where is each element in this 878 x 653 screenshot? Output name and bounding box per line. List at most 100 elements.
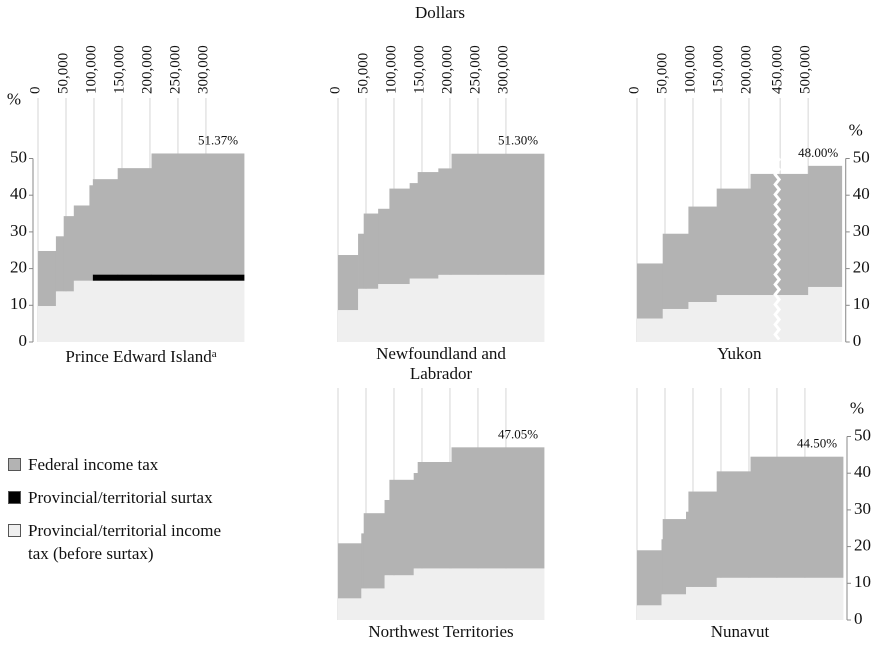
step-segment bbox=[661, 539, 664, 595]
x-tick-label: 0 bbox=[27, 87, 43, 95]
y-tick-label: 50 bbox=[853, 147, 870, 166]
step-segment bbox=[413, 473, 419, 569]
legend-swatch bbox=[8, 458, 21, 471]
step-segment bbox=[417, 278, 439, 342]
step-segment bbox=[808, 165, 843, 287]
step-segment bbox=[389, 575, 415, 620]
panel-title: Nunavut bbox=[630, 622, 850, 642]
step-segment bbox=[151, 280, 245, 342]
x-tick-label: 150,000 bbox=[411, 45, 427, 94]
panel-title-text: Prince Edward Island bbox=[65, 347, 212, 366]
x-tick-label: 150,000 bbox=[111, 45, 127, 94]
step-segment bbox=[63, 291, 75, 342]
y-tick-label: 40 bbox=[853, 184, 870, 203]
step-segment bbox=[637, 605, 662, 620]
step-segment bbox=[363, 288, 379, 342]
x-tick-label: 200,000 bbox=[738, 45, 754, 94]
step-segment bbox=[716, 295, 751, 342]
step-segment bbox=[417, 462, 452, 569]
step-segment bbox=[389, 284, 411, 342]
step-segment bbox=[117, 280, 152, 342]
step-segment bbox=[662, 594, 687, 620]
step-segment bbox=[662, 233, 689, 309]
x-tick-label: 250,000 bbox=[167, 45, 183, 94]
legend-label: Provincial/territorial surtax bbox=[28, 488, 213, 507]
y-tick-label: 40 bbox=[854, 462, 871, 481]
legend-swatch bbox=[8, 491, 21, 504]
x-tick-label: 250,000 bbox=[467, 45, 483, 94]
x-tick-label: 500,000 bbox=[798, 45, 814, 94]
step-segment bbox=[55, 236, 65, 292]
y-tick-label: 0 bbox=[853, 331, 862, 350]
step-segment bbox=[92, 179, 119, 275]
x-tick-label: 450,000 bbox=[770, 45, 786, 94]
step-segment bbox=[688, 491, 718, 587]
y-tick-label: 30 bbox=[10, 221, 27, 240]
panel-title: Newfoundland and Labrador bbox=[331, 344, 551, 384]
step-segment bbox=[637, 550, 662, 606]
y-tick-label: 20 bbox=[10, 258, 27, 277]
step-segment bbox=[409, 183, 419, 279]
step-segment bbox=[363, 513, 385, 589]
step-segment bbox=[688, 301, 718, 342]
legend-item: Provincial/territorial surtax bbox=[6, 486, 236, 509]
step-segment bbox=[378, 208, 390, 285]
y-tick-label: 50 bbox=[854, 425, 871, 444]
step-segment bbox=[688, 586, 718, 620]
panel-title: Northwest Territories bbox=[331, 622, 551, 642]
step-segment bbox=[686, 511, 689, 587]
step-segment bbox=[378, 284, 390, 342]
y-tick-label: 30 bbox=[854, 499, 871, 518]
step-segment bbox=[363, 588, 385, 620]
step-segment bbox=[451, 447, 545, 569]
legend-label: Provincial/territorial income tax (befor… bbox=[28, 521, 222, 563]
step-segment bbox=[716, 577, 751, 620]
step-segment bbox=[750, 456, 844, 578]
title-note: a bbox=[211, 348, 217, 360]
step-segment bbox=[637, 263, 664, 319]
x-tick-label: 100,000 bbox=[682, 45, 698, 94]
y-unit: % bbox=[850, 398, 864, 417]
x-tick-label: 200,000 bbox=[139, 45, 155, 94]
step-segment bbox=[63, 216, 75, 292]
panel-title-text: Newfoundland and Labrador bbox=[376, 344, 506, 383]
step-segment bbox=[151, 274, 245, 281]
step-segment bbox=[338, 543, 362, 599]
annotation: 47.05% bbox=[498, 426, 538, 441]
legend-item: Provincial/territorial income tax (befor… bbox=[6, 519, 236, 565]
annotation: 48.00% bbox=[798, 145, 838, 160]
step-segment bbox=[73, 205, 90, 281]
step-segment bbox=[661, 594, 664, 620]
step-segment bbox=[686, 586, 689, 620]
step-segment bbox=[361, 588, 365, 620]
step-segment bbox=[716, 471, 751, 578]
step-segment bbox=[38, 250, 57, 307]
y-unit: % bbox=[849, 120, 863, 139]
step-segment bbox=[417, 172, 439, 279]
legend-item: Federal income tax bbox=[6, 453, 236, 476]
step-segment bbox=[750, 173, 809, 296]
step-segment bbox=[389, 188, 411, 285]
y-tick-label: 40 bbox=[10, 184, 27, 203]
y-tick-label: 10 bbox=[853, 294, 870, 313]
step-segment bbox=[361, 533, 365, 589]
step-segment bbox=[750, 577, 844, 620]
step-segment bbox=[338, 310, 359, 342]
panel-title-text: Nunavut bbox=[710, 622, 770, 641]
y-unit: % bbox=[7, 89, 21, 108]
step-segment bbox=[389, 479, 415, 576]
step-segment bbox=[38, 306, 57, 342]
step-segment bbox=[117, 274, 152, 281]
x-tick-label: 100,000 bbox=[83, 45, 99, 94]
x-tick-label: 50,000 bbox=[654, 53, 670, 94]
step-segment bbox=[92, 280, 119, 342]
annotation: 44.50% bbox=[797, 436, 837, 451]
x-tick-label: 300,000 bbox=[495, 45, 511, 94]
panel-title: Prince Edward Islanda bbox=[31, 344, 251, 367]
step-segment bbox=[358, 288, 365, 342]
y-tick-label: 20 bbox=[854, 536, 871, 555]
x-tick-label: 100,000 bbox=[383, 45, 399, 94]
step-segment bbox=[716, 188, 751, 296]
